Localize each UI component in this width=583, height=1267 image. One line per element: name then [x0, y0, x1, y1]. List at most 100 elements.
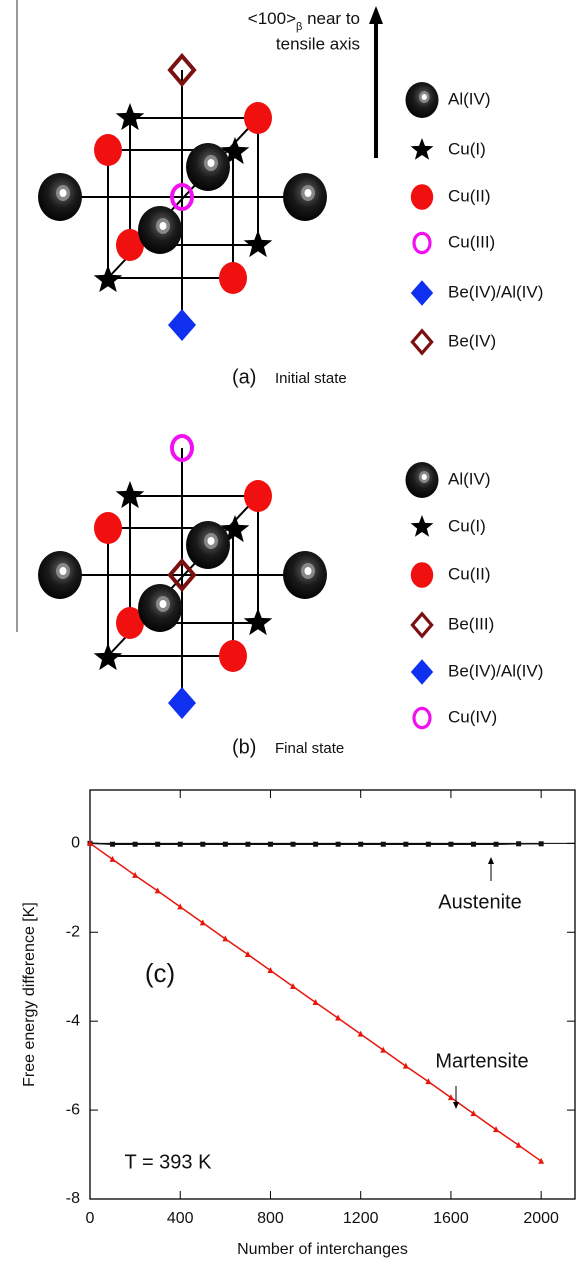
- legend-label: Be(IV)/Al(IV): [448, 661, 543, 680]
- plot-frame: [90, 790, 575, 1199]
- series-label: Austenite: [438, 891, 521, 913]
- marker: [110, 842, 115, 847]
- al-atom-dot: [160, 222, 167, 230]
- caption-label: (a): [232, 366, 256, 388]
- marker: [471, 842, 476, 847]
- cu-red: [411, 184, 433, 210]
- al-atom-dot: [305, 189, 312, 197]
- marker: [267, 967, 273, 973]
- x-tick-label: 800: [257, 1210, 284, 1227]
- cu-star: [94, 265, 123, 292]
- brown-diamond: [412, 614, 431, 636]
- cu-red: [244, 480, 272, 512]
- marker: [200, 919, 206, 925]
- marker: [425, 1078, 431, 1084]
- al-atom-dot: [60, 567, 67, 575]
- cu-red: [219, 640, 247, 672]
- cu-red: [244, 102, 272, 134]
- marker: [403, 842, 408, 847]
- x-tick-label: 400: [167, 1210, 194, 1227]
- direction-label: <100>β near to: [248, 9, 360, 32]
- y-tick-label: -4: [66, 1012, 80, 1029]
- legend-label: Al(IV): [448, 469, 491, 488]
- marker: [358, 1031, 364, 1037]
- legend-label: Cu(IV): [448, 707, 497, 726]
- al-atom-dot: [208, 159, 215, 167]
- legend-label: Cu(I): [448, 516, 486, 535]
- legend-label: Be(IV)/Al(IV): [448, 282, 543, 301]
- x-tick-label: 0: [86, 1210, 95, 1227]
- marker: [403, 1063, 409, 1069]
- legend-label: Cu(II): [448, 186, 491, 205]
- y-tick-label: -6: [66, 1101, 80, 1118]
- blue-diamond: [168, 687, 196, 719]
- caption: Final state: [275, 740, 344, 757]
- marker: [133, 842, 138, 847]
- legend-label: Al(IV): [448, 89, 491, 108]
- cu-red: [94, 134, 122, 166]
- x-tick-label: 1200: [343, 1210, 379, 1227]
- y-axis-label: Free energy difference [K]: [21, 902, 38, 1087]
- legend-label: Be(III): [448, 614, 494, 633]
- series-label: Martensite: [435, 1050, 528, 1072]
- marker: [222, 935, 228, 941]
- marker: [516, 1142, 522, 1148]
- marker: [290, 983, 296, 989]
- cu-red: [94, 512, 122, 544]
- marker: [538, 1158, 544, 1164]
- marker: [358, 842, 363, 847]
- marker: [132, 872, 138, 878]
- x-tick-label: 1600: [433, 1210, 469, 1227]
- x-axis-label: Number of interchanges: [237, 1241, 408, 1258]
- marker: [448, 1094, 454, 1100]
- cu-star: [244, 608, 273, 635]
- y-tick-label: -8: [66, 1190, 80, 1207]
- y-tick-label: 0: [71, 835, 80, 852]
- brown-diamond: [412, 331, 431, 353]
- cu-red: [219, 262, 247, 294]
- label-arrow-head: [453, 1102, 459, 1109]
- marker: [470, 1110, 476, 1116]
- marker: [245, 951, 251, 957]
- marker: [313, 842, 318, 847]
- marker: [178, 842, 183, 847]
- marker: [200, 842, 205, 847]
- marker: [494, 842, 499, 847]
- figure: <100>β near to tensile axis Al(IV) Cu(I) C…: [0, 0, 583, 1267]
- annotation: T = 393 K: [125, 1151, 213, 1173]
- cu-star: [244, 230, 273, 257]
- marker: [381, 842, 386, 847]
- panel-label: (c): [145, 958, 175, 988]
- legend-label: Cu(III): [448, 232, 495, 251]
- marker: [245, 842, 250, 847]
- caption-label: (b): [232, 736, 256, 758]
- al-atom-dot: [160, 600, 167, 608]
- al-atom-dot: [422, 474, 427, 480]
- axis-arrow-head: [369, 6, 383, 24]
- al-atom-dot: [208, 537, 215, 545]
- al-atom-dot: [305, 567, 312, 575]
- al-atom-dot: [422, 94, 427, 100]
- direction-label: tensile axis: [276, 34, 360, 53]
- legend-label: Be(IV): [448, 331, 496, 350]
- marker: [313, 999, 319, 1005]
- y-tick-label: -2: [66, 923, 80, 940]
- marker: [155, 887, 161, 893]
- blue-diamond: [411, 659, 433, 685]
- cu-star: [94, 643, 123, 670]
- label-arrow-head: [488, 857, 494, 864]
- cu-star: [411, 515, 434, 537]
- marker: [448, 842, 453, 847]
- marker: [493, 1126, 499, 1132]
- cu-star: [411, 138, 434, 160]
- marker: [177, 903, 183, 909]
- magenta-ring: [414, 233, 430, 252]
- blue-diamond: [411, 280, 433, 306]
- caption: Initial state: [275, 370, 347, 387]
- marker: [516, 841, 521, 846]
- marker: [155, 842, 160, 847]
- marker: [268, 842, 273, 847]
- cu-red: [411, 562, 433, 588]
- legend-label: Cu(I): [448, 139, 486, 158]
- marker: [336, 842, 341, 847]
